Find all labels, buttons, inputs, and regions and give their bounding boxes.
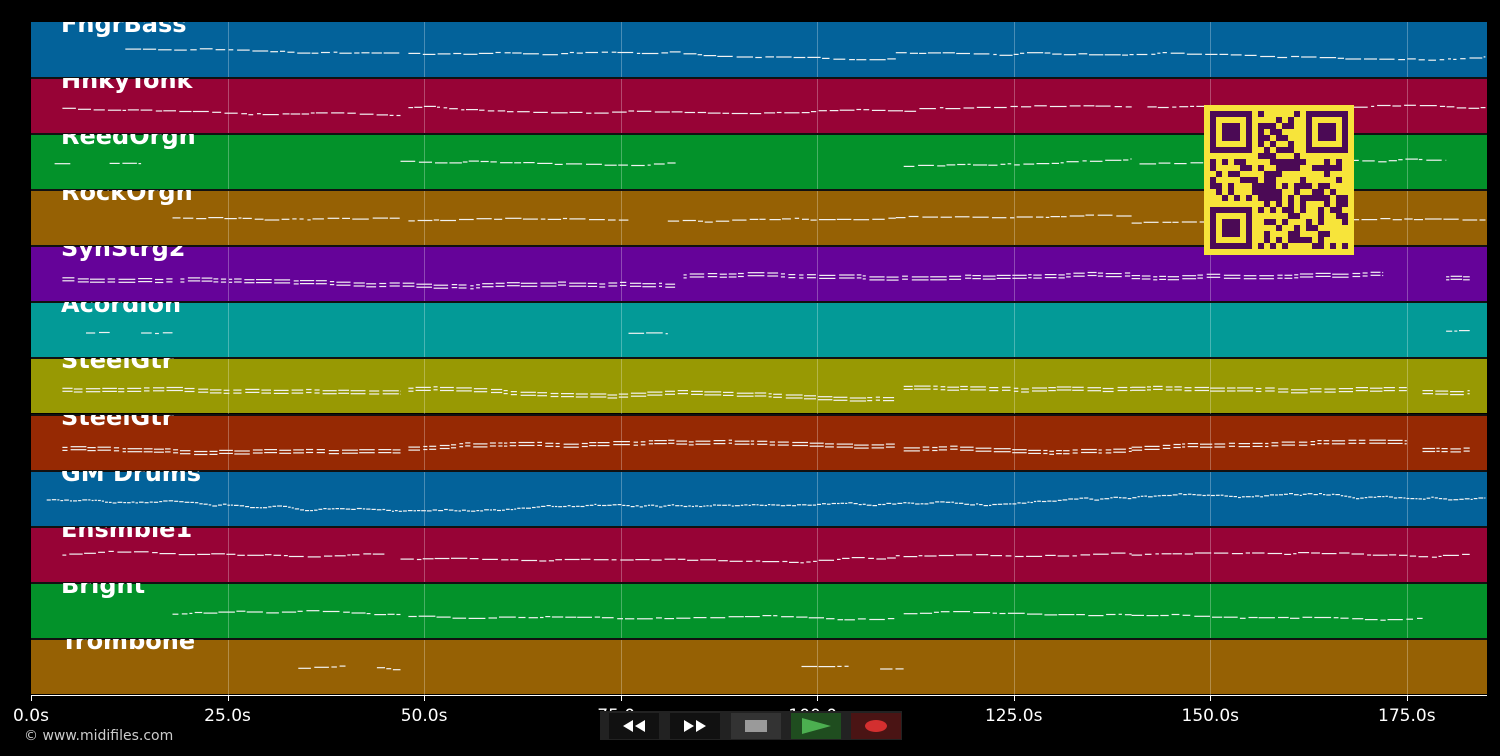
note-strip [62,550,1470,564]
track-separator [31,133,1487,136]
note-strip [86,330,1470,335]
track-name: Acordion [61,302,182,319]
track-separator [31,469,1487,472]
track-separator [31,413,1487,416]
track-lane: FngrBass [31,22,1487,77]
note-strip [172,609,1423,621]
track-lane: SynStrg2 [31,246,1487,302]
tick-label: 25.0s [204,706,251,726]
note-strip [46,492,1486,512]
fast-forward-icon [684,720,706,732]
track-name: SteelGtr [61,358,174,375]
x-axis-line [31,695,1487,696]
track-lane: Bright [31,582,1487,638]
track-name: Bright [61,582,146,599]
copyright-text: © www.midifiles.com [24,728,174,744]
track-separator [31,637,1487,640]
track-name: Ensmble1 [61,526,193,543]
stop-icon [745,720,767,732]
tick-label: 150.0s [1181,706,1240,726]
tick-label: 125.0s [984,706,1043,726]
track-lane: SteelGtr [31,358,1487,414]
track-lane: Acordion [31,302,1487,358]
track-name: Trombone [61,638,196,655]
track-name: HnkyTonk [61,78,193,95]
note-strip [298,665,904,671]
record-icon [865,720,887,732]
note-strip [62,439,1470,455]
track-separator [31,245,1487,248]
note-strip [54,158,1447,168]
track-name: SynStrg2 [61,246,186,263]
note-strip [125,48,1486,61]
track-lane: Trombone [31,638,1487,694]
tick-mark [1013,695,1015,701]
play-button[interactable] [791,713,841,739]
track-separator [31,525,1487,528]
record-button[interactable] [851,713,901,739]
note-strip [62,272,1470,290]
track-name: RockOrgn [61,190,193,207]
track-lane: Ensmble1 [31,526,1487,582]
track-separator [31,357,1487,360]
note-strip [62,385,1470,403]
tick-mark [424,695,426,701]
tick-label: 175.0s [1378,706,1436,726]
track-separator [31,301,1487,304]
tick-mark [31,695,32,701]
track-lane: GM Drums [31,470,1487,526]
play-icon [802,718,831,734]
tick-mark [620,695,622,701]
tick-label: 0.0s [13,706,49,726]
track-name: ReedOrgn [61,134,196,151]
piano-roll: FngrBass HnkyTonk ReedOrgn RockOrgn SynStrg2… [31,22,1487,695]
tick-mark [1406,695,1408,701]
rewind-button[interactable] [609,713,659,739]
track-name: FngrBass [61,22,187,38]
rewind-icon [623,720,645,732]
tick-mark [227,695,229,701]
tick-mark [817,695,819,701]
track-separator [31,581,1487,584]
tick-label: 50.0s [400,706,448,726]
transport-controls [600,711,902,740]
track-separator [31,77,1487,80]
fast-forward-button[interactable] [670,713,720,739]
track-lane: SteelGtr [31,414,1487,470]
stop-button[interactable] [731,713,781,739]
qr-code-image [1204,105,1354,255]
track-separator [31,189,1487,192]
track-name: SteelGtr [61,414,174,431]
track-name: GM Drums [61,470,202,487]
tick-mark [1210,695,1212,701]
